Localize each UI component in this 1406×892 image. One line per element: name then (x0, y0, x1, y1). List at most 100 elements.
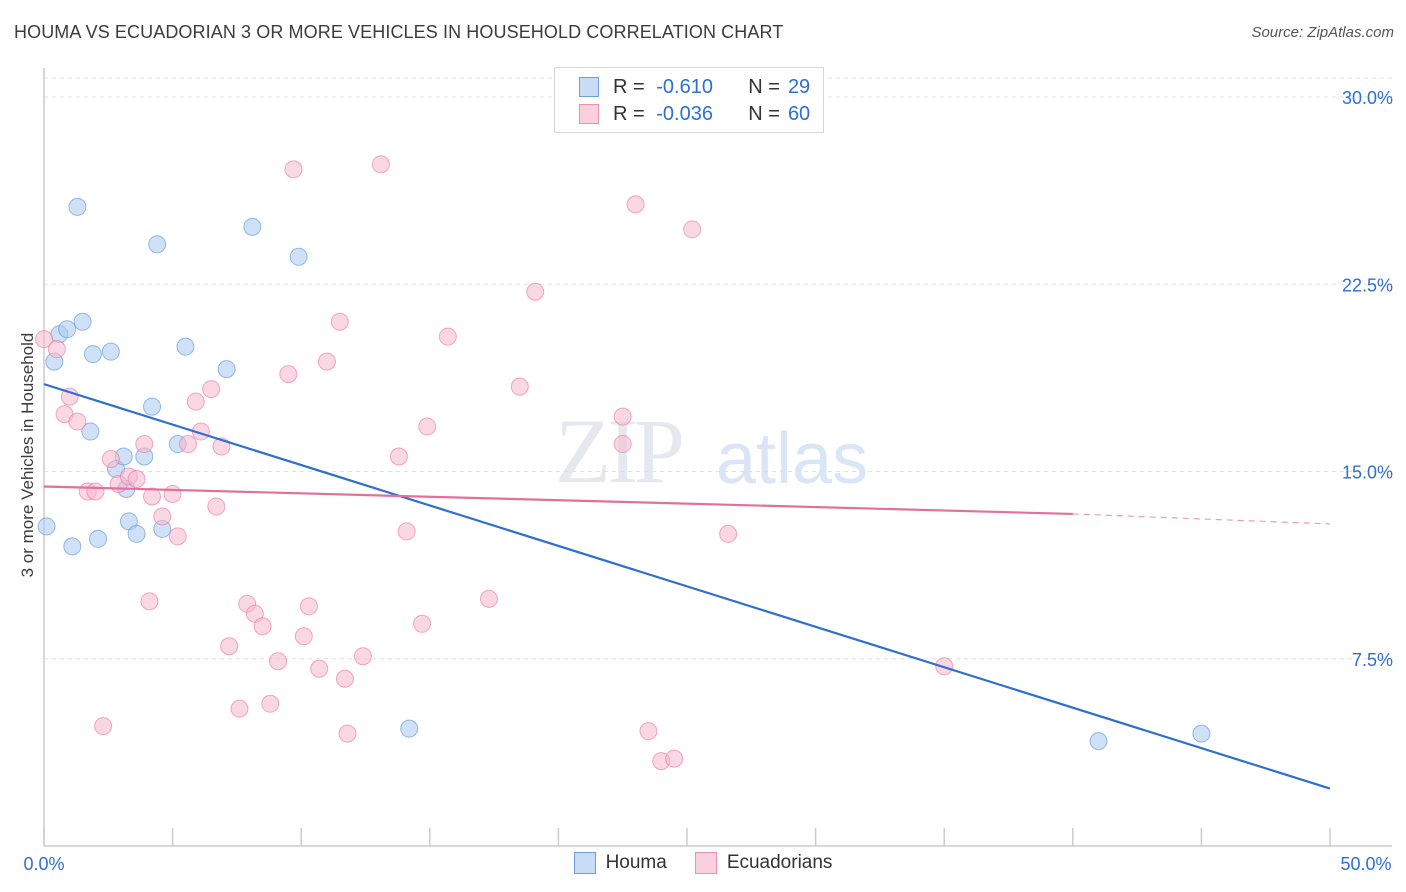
legend-n-label: N = (748, 102, 780, 125)
legend-label-ecuadorians: Ecuadorians (726, 852, 833, 873)
ecuadorian-point (665, 749, 684, 768)
ecuadorian-point (284, 160, 303, 179)
ecuadorian-point (168, 527, 187, 546)
axes (43, 68, 1392, 847)
houma-point (1089, 732, 1108, 751)
houma-point (37, 517, 56, 536)
ecuadorian-point (143, 487, 162, 506)
ecuadorian-point (294, 627, 313, 646)
houma-point (1192, 724, 1211, 743)
correlation-legend: R = -0.610 N = 29 R = -0.036 N = 60 (554, 67, 824, 133)
legend-swatch-ecuadorians (579, 104, 599, 124)
houma-point (81, 422, 100, 441)
x-tick-label: 0.0% (23, 854, 64, 874)
ecuadorian-point (94, 717, 113, 736)
y-tick-label: 30.0% (1342, 88, 1393, 108)
ecuadorian-point (60, 387, 79, 406)
houma-point (89, 529, 108, 548)
ecuadorian-point (163, 484, 182, 503)
ecuadorian-point (207, 497, 226, 516)
houma-point (101, 342, 120, 361)
legend-swatch-ecuadorians (694, 852, 717, 874)
legend-swatch-houma (573, 852, 596, 874)
ecuadorian-point (68, 412, 87, 431)
ecuadorian-point (413, 614, 432, 633)
ecuadorian-point (261, 694, 280, 713)
ecuadorian-point (719, 524, 738, 543)
houma-point (176, 337, 195, 356)
ecuadorian-point (253, 617, 272, 636)
ecuadorian-point (510, 377, 529, 396)
ecuadorian-point (338, 724, 357, 743)
ecuadorian-point (317, 352, 336, 371)
ecuadorian-point (353, 647, 372, 666)
ecuadorian-point (140, 592, 159, 611)
watermark-atlas: atlas (716, 419, 869, 499)
ecuadorian-point (179, 435, 198, 454)
ecuadorian-point (418, 417, 437, 436)
houma-point (58, 320, 77, 339)
houma-point (217, 360, 236, 379)
gridlines (44, 77, 1392, 660)
y-tick-label: 22.5% (1342, 275, 1393, 295)
ecuadorian-point (335, 669, 354, 688)
houma-point (68, 197, 87, 216)
ecuadorian-point (310, 659, 329, 678)
ecuadorian-point (135, 435, 154, 454)
houma-point (400, 719, 419, 738)
ecuadorian-point (47, 340, 66, 359)
legend-n-value: 29 (787, 75, 811, 98)
ecuadorian-point (230, 699, 249, 718)
houma-point (243, 217, 262, 236)
houma-point (83, 345, 102, 364)
ecuadorian-point (202, 380, 221, 399)
ecuadorian-point (220, 637, 239, 656)
ecuadorian-point (186, 392, 205, 411)
legend-r-label: R = (613, 102, 645, 125)
houma-point (289, 247, 308, 266)
data-points (35, 155, 1211, 771)
ecuadorian-point (153, 507, 172, 526)
houma-point (148, 235, 167, 254)
legend-r-value: -0.036 (656, 102, 713, 125)
legend-n-label: N = (748, 75, 780, 98)
houma-point (63, 537, 82, 556)
ecuadorian-point (639, 722, 658, 741)
ecuadorian-point (35, 330, 53, 349)
ecuadorian-point (371, 155, 390, 174)
ecuadorian-point (86, 482, 105, 501)
ecuadorian-point (127, 469, 146, 488)
legend-swatch-houma (579, 77, 599, 97)
ecuadorian-point (279, 365, 298, 384)
ecuadorian-trend-line (43, 485, 1073, 516)
ecuadorian-point (330, 312, 349, 331)
ecuadorian-point (269, 652, 288, 671)
tick-labels: 7.5% 15.0% 22.5% 30.0% 0.0% 50.0% (23, 88, 1393, 874)
source-label: Source: ZipAtlas.com (1251, 24, 1394, 41)
legend-row-houma: R = -0.610 N = 29 (579, 74, 810, 100)
legend-label-houma: Houma (605, 852, 667, 873)
ecuadorian-point (479, 589, 498, 608)
houma-trend-line (43, 383, 1331, 790)
ecuadorian-point (526, 282, 545, 301)
trend-lines (43, 383, 1331, 790)
ecuadorian-trend-extension (1072, 513, 1331, 525)
legend-row-ecuadorians: R = -0.036 N = 60 (579, 101, 810, 127)
legend-r-value: -0.610 (656, 75, 713, 98)
chart-title: HOUMA VS ECUADORIAN 3 OR MORE VEHICLES I… (14, 22, 784, 42)
ecuadorian-point (626, 195, 645, 214)
legend-item-houma[interactable]: Houma (573, 852, 667, 874)
legend-r-label: R = (613, 75, 645, 98)
ecuadorian-point (613, 435, 632, 454)
ecuadorian-point (438, 327, 457, 346)
legend-item-ecuadorians[interactable]: Ecuadorians (694, 852, 833, 874)
ecuadorian-point (397, 522, 416, 541)
legend-n-value: 60 (787, 102, 811, 125)
x-tick-label: 50.0% (1340, 854, 1391, 874)
houma-point (143, 397, 162, 416)
houma-point (73, 312, 92, 331)
y-tick-label: 7.5% (1352, 650, 1393, 670)
houma-point (127, 524, 146, 543)
series-legend: Houma Ecuadorians (0, 852, 1406, 874)
